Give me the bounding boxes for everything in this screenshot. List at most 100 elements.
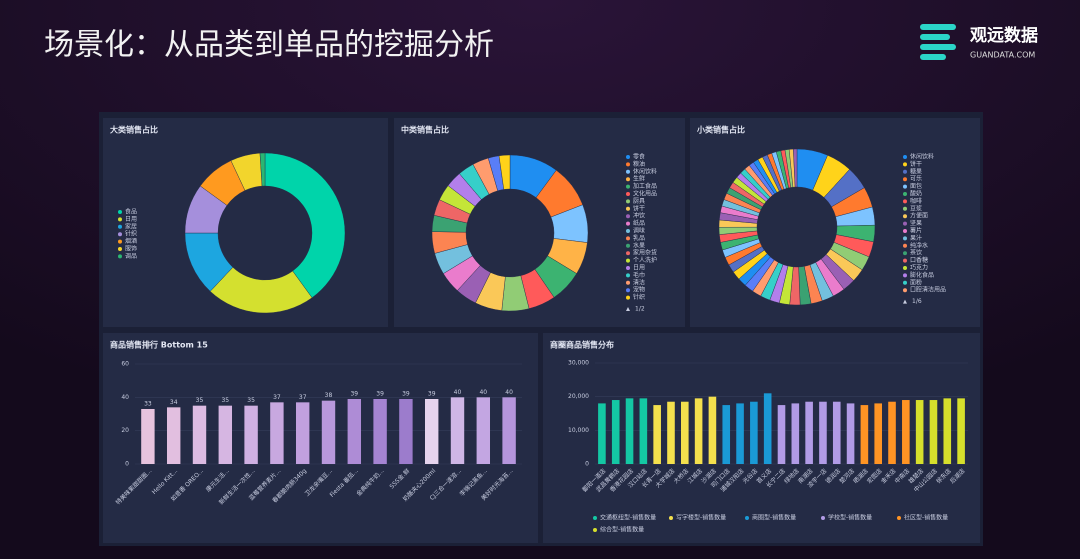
- bar: [860, 405, 869, 464]
- panel-title: 商品销售排行 Bottom 15: [110, 340, 208, 350]
- legend-label: 宠物: [633, 286, 645, 294]
- y-tick-label: 60: [121, 361, 129, 368]
- legend-label: 个人洗护: [633, 256, 657, 264]
- bar: [244, 405, 258, 464]
- bar: [141, 409, 155, 464]
- legend-pager-arrow: [903, 299, 907, 304]
- legend-marker: [903, 273, 907, 278]
- legend-label: 零食: [633, 153, 645, 161]
- legend-marker: [118, 224, 122, 229]
- legend-marker: [903, 199, 907, 204]
- legend-label: 调品: [125, 252, 137, 260]
- legend-marker: [593, 528, 597, 532]
- bar: [476, 397, 491, 464]
- legend-marker: [118, 217, 122, 222]
- legend-label: 口腔清洁用品: [910, 286, 946, 294]
- legend-label: 针织: [633, 293, 645, 301]
- bar: [166, 407, 181, 464]
- data-label: 35: [196, 397, 204, 404]
- legend-marker: [903, 177, 907, 182]
- bar: [943, 398, 952, 464]
- data-label: 40: [505, 389, 513, 396]
- legend-label: 针织: [125, 230, 137, 238]
- legend-label: 纯净水: [910, 241, 928, 249]
- data-label: 34: [170, 399, 178, 406]
- legend-marker: [903, 206, 907, 211]
- legend-marker: [118, 239, 122, 244]
- panel-title: 大类销售占比: [110, 125, 158, 135]
- legend-marker: [626, 162, 630, 167]
- bar: [846, 403, 855, 464]
- legend-label: 糖果: [910, 167, 922, 175]
- legend-label: 饼干: [910, 160, 922, 168]
- bar: [888, 401, 896, 464]
- legend-label: 商圈型-销售数量: [752, 514, 796, 522]
- legend-label: 面包: [910, 182, 922, 190]
- legend-marker: [118, 254, 122, 259]
- bar: [722, 405, 731, 464]
- pie-slice: [264, 152, 346, 299]
- y-tick-label: 20,000: [568, 393, 589, 400]
- legend-label: 茶饮: [910, 249, 922, 257]
- legend-marker: [626, 199, 630, 204]
- legend-label: 服饰: [125, 245, 137, 253]
- slide-title: 场景化：从品类到单品的挖掘分析: [44, 28, 494, 63]
- bar: [611, 400, 620, 464]
- data-label: 39: [350, 391, 358, 398]
- legend-label: 休闲饮料: [910, 153, 934, 161]
- legend-label: 坚果: [910, 219, 922, 227]
- bar: [399, 399, 413, 464]
- legend-label: 清洁: [633, 278, 645, 286]
- bar: [874, 403, 883, 464]
- panel-title: 商圈商品销售分布: [550, 340, 614, 350]
- legend-label: 社区型-销售数量: [904, 514, 948, 522]
- y-tick-label: 0: [585, 461, 589, 468]
- bar: [639, 398, 648, 464]
- legend-marker: [903, 243, 907, 248]
- legend-label: 家居: [125, 222, 137, 230]
- bar: [736, 403, 744, 464]
- bar: [450, 397, 465, 464]
- legend-marker: [903, 280, 907, 285]
- legend-marker: [903, 184, 907, 189]
- bar: [653, 405, 661, 464]
- bar: [777, 405, 786, 464]
- legend-label: 乳品: [633, 234, 645, 242]
- legend-label: 面粉: [910, 278, 922, 286]
- legend-label: 食品: [125, 208, 137, 216]
- legend-marker: [669, 516, 673, 520]
- legend-marker: [903, 236, 907, 241]
- panel-title: 小类销售占比: [696, 125, 745, 135]
- legend-marker: [626, 280, 630, 285]
- data-label: 37: [299, 394, 307, 401]
- legend-marker: [903, 266, 907, 270]
- y-tick-label: 20: [121, 427, 129, 434]
- bar: [957, 398, 965, 464]
- pie-slice: [498, 154, 511, 190]
- legend-pager-arrow: [626, 307, 630, 311]
- bar: [680, 401, 689, 464]
- bar: [694, 398, 703, 464]
- legend-label: 毛巾: [633, 271, 645, 279]
- legend-label: 交通枢纽型-销售数量: [600, 514, 656, 522]
- legend-label: 可乐: [910, 176, 922, 183]
- legend-marker: [903, 192, 907, 196]
- bar: [192, 405, 207, 464]
- pie-slice: [259, 152, 266, 187]
- legend-marker: [903, 251, 907, 256]
- pie-slice: [793, 148, 798, 188]
- legend-label: 巧克力: [910, 264, 928, 272]
- legend-label: 咖啡: [910, 197, 922, 205]
- legend-marker: [626, 295, 630, 300]
- legend-label: 薯片: [910, 227, 922, 235]
- bar: [832, 401, 841, 464]
- bar: [625, 398, 634, 464]
- legend-marker: [626, 266, 630, 270]
- bar: [424, 399, 439, 464]
- legend-label: 综合型-销售数量: [600, 526, 644, 534]
- bar: [667, 401, 675, 464]
- legend-marker: [626, 169, 630, 174]
- legend-marker: [903, 229, 907, 233]
- logo-sub: GUANDATA.COM: [970, 51, 1035, 60]
